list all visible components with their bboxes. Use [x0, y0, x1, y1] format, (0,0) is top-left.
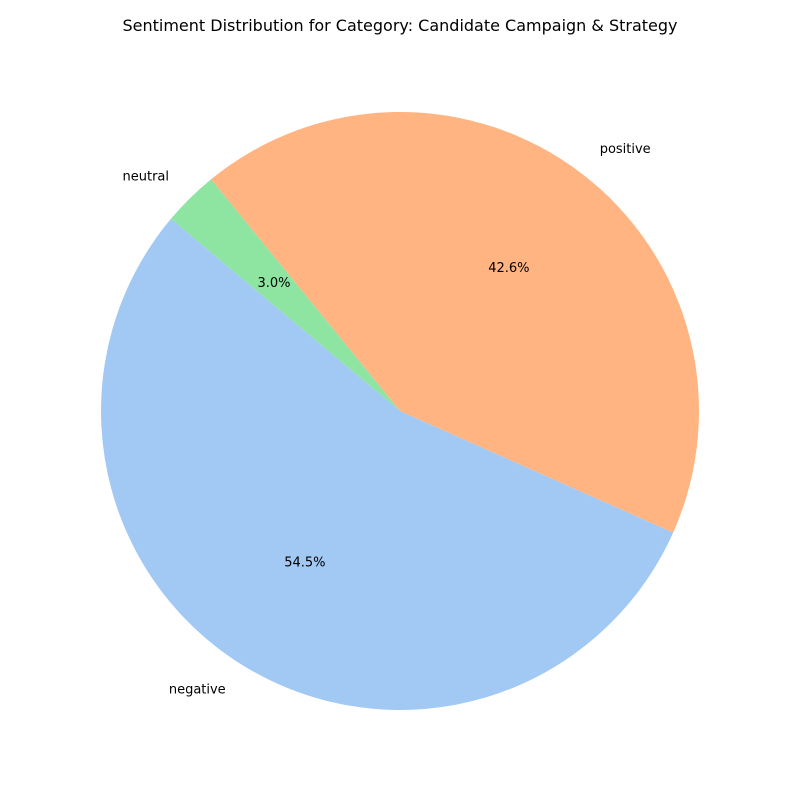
pie-slice-negative: [101, 218, 674, 710]
pie-slices: [101, 112, 700, 710]
percent-label-neutral: 3.0%: [257, 276, 290, 291]
percent-label-positive: 42.6%: [488, 261, 529, 276]
percent-label-negative: 54.5%: [284, 556, 325, 571]
slice-label-positive: positive: [600, 142, 651, 157]
pie-slice-positive: [210, 112, 700, 533]
slice-label-negative: negative: [169, 682, 226, 697]
chart-title: Sentiment Distribution for Category: Can…: [122, 16, 677, 35]
pie-labels: 54.5% negative 42.6% positive 3.0% neutral: [123, 142, 651, 697]
pie-slice-neutral: [170, 179, 400, 411]
slice-label-neutral: neutral: [123, 169, 170, 184]
